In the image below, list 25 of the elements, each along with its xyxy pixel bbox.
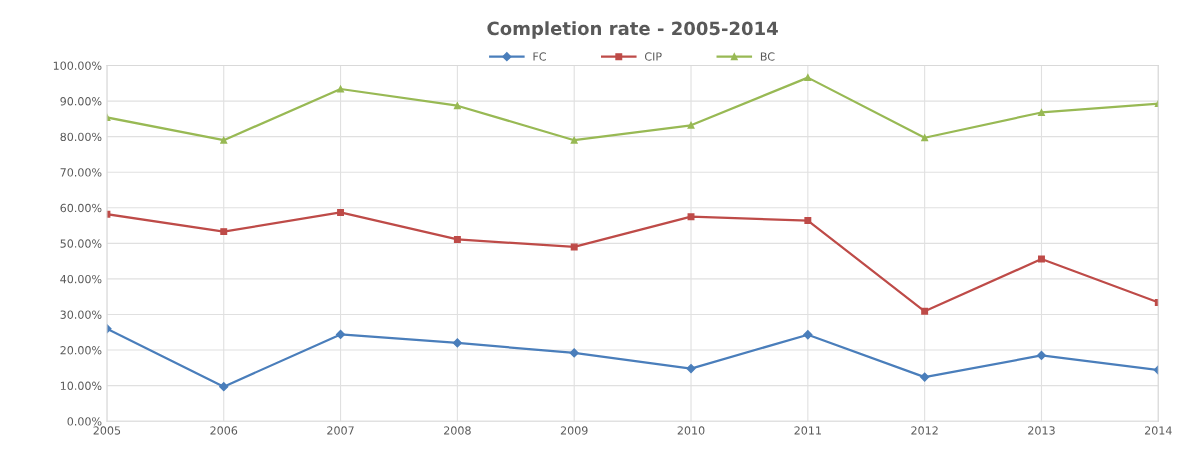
x-tick-label: 2010 (677, 426, 705, 435)
y-tick-label: 80.00% (60, 132, 102, 142)
y-tick-label: 90.00% (60, 97, 102, 106)
x-tick-label: 2008 (444, 426, 471, 435)
y-tick-label: 60.00% (60, 203, 102, 213)
x-tick-label: 2011 (794, 426, 821, 435)
y-tick-label: 10.00% (60, 381, 102, 391)
x-tick-label: 2014 (1144, 426, 1172, 435)
x-tick-label: 2013 (1028, 426, 1055, 435)
x-tick-label: 2012 (911, 426, 938, 435)
x-tick-label: 2006 (210, 426, 238, 435)
legend-label: FC (533, 52, 546, 61)
x-tick-label: 2009 (560, 426, 588, 435)
legend-label: CIP (644, 52, 662, 61)
y-tick-label: 20.00% (60, 346, 102, 355)
y-tick-label: 70.00% (60, 168, 102, 177)
chart-title: Completion rate - 2005-2014 (487, 21, 778, 39)
legend-label: BC (760, 52, 775, 61)
y-tick-label: 50.00% (60, 239, 102, 248)
y-tick-label: 30.00% (60, 310, 102, 319)
y-tick-label: 100.00% (53, 61, 102, 70)
y-tick-label: 40.00% (60, 274, 102, 284)
x-tick-label: 2007 (327, 426, 354, 435)
y-tick-label: 0.00% (67, 417, 102, 426)
x-tick-label: 2005 (93, 426, 121, 435)
